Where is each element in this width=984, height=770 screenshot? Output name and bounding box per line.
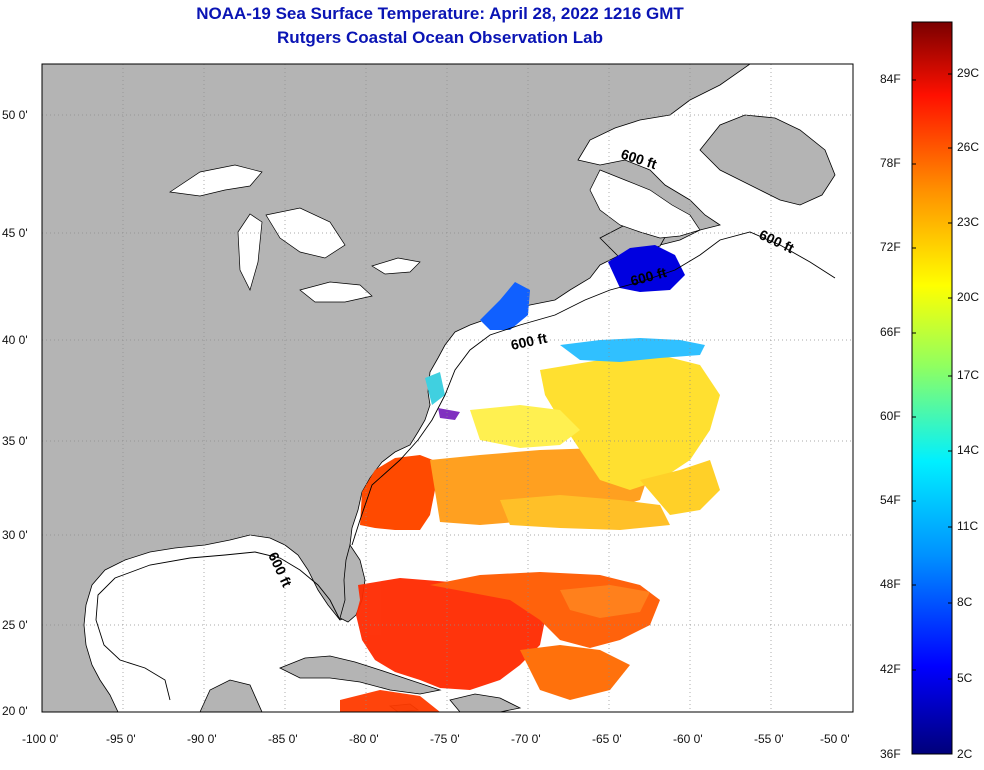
land-yucatan bbox=[199, 679, 263, 712]
lon-label-95: -95 0' bbox=[106, 732, 136, 746]
lon-label-80: -80 0' bbox=[349, 732, 379, 746]
colorbar-c-23: 23C bbox=[957, 215, 980, 229]
lat-label-20: 20 0' bbox=[2, 704, 28, 718]
colorbar-c-2: 2C bbox=[957, 747, 973, 761]
colorbar bbox=[911, 21, 953, 755]
colorbar-c-5: 5C bbox=[957, 671, 973, 685]
land-cuba bbox=[279, 655, 442, 695]
land-newfoundland bbox=[699, 114, 836, 206]
lat-label-45: 45 0' bbox=[2, 226, 28, 240]
colorbar-c-11: 11C bbox=[957, 519, 979, 533]
colorbar-f-60: 60F bbox=[880, 409, 901, 423]
lon-label-65: -65 0' bbox=[592, 732, 622, 746]
colorbar-f-48: 48F bbox=[880, 577, 901, 591]
lat-label-25: 25 0' bbox=[2, 618, 28, 632]
map-title: NOAA-19 Sea Surface Temperature: April 2… bbox=[196, 4, 684, 23]
contour-label-midatlantic: 600 ft bbox=[509, 330, 548, 353]
map-frame bbox=[41, 63, 854, 713]
colorbar-c-29: 29C bbox=[957, 66, 980, 80]
lon-label-100: -100 0' bbox=[22, 732, 59, 746]
lon-label-60: -60 0' bbox=[673, 732, 703, 746]
lon-label-50: -50 0' bbox=[820, 732, 850, 746]
sst-mid-atlantic bbox=[470, 355, 720, 515]
land-hispaniola bbox=[449, 693, 522, 712]
lat-label-30: 30 0' bbox=[2, 528, 28, 542]
great-lakes bbox=[169, 164, 421, 303]
lon-label-55: -55 0' bbox=[754, 732, 784, 746]
colorbar-f-54: 54F bbox=[880, 493, 901, 507]
sst-warm-south bbox=[340, 572, 660, 712]
colorbar-f-78: 78F bbox=[880, 156, 901, 170]
map-subtitle: Rutgers Coastal Ocean Observation Lab bbox=[277, 28, 603, 47]
colorbar-f-36: 36F bbox=[880, 747, 901, 761]
colorbar-c-8: 8C bbox=[957, 595, 973, 609]
colorbar-ticks bbox=[912, 73, 952, 680]
lat-label-50: 50 0' bbox=[2, 108, 28, 122]
lon-label-70: -70 0' bbox=[511, 732, 541, 746]
colorbar-c-20: 20C bbox=[957, 290, 980, 304]
colorbar-f-66: 66F bbox=[880, 325, 901, 339]
colorbar-c-26: 26C bbox=[957, 140, 980, 154]
lon-label-90: -90 0' bbox=[187, 732, 217, 746]
lat-label-35: 35 0' bbox=[2, 434, 28, 448]
lon-label-75: -75 0' bbox=[430, 732, 460, 746]
lon-label-85: -85 0' bbox=[268, 732, 298, 746]
colorbar-f-42: 42F bbox=[880, 662, 901, 676]
land-north-america bbox=[42, 64, 751, 712]
sst-cold-shelf bbox=[425, 245, 705, 420]
colorbar-f-72: 72F bbox=[880, 240, 901, 254]
colorbar-c-14: 14C bbox=[957, 443, 980, 457]
grid-lines bbox=[42, 64, 853, 712]
contour-600ft bbox=[95, 231, 836, 701]
land-florida bbox=[339, 544, 366, 623]
colorbar-c-17: 17C bbox=[957, 368, 980, 382]
colorbar-f-84: 84F bbox=[880, 72, 901, 86]
gulf-st-lawrence bbox=[589, 169, 701, 239]
lat-label-40: 40 0' bbox=[2, 333, 28, 347]
